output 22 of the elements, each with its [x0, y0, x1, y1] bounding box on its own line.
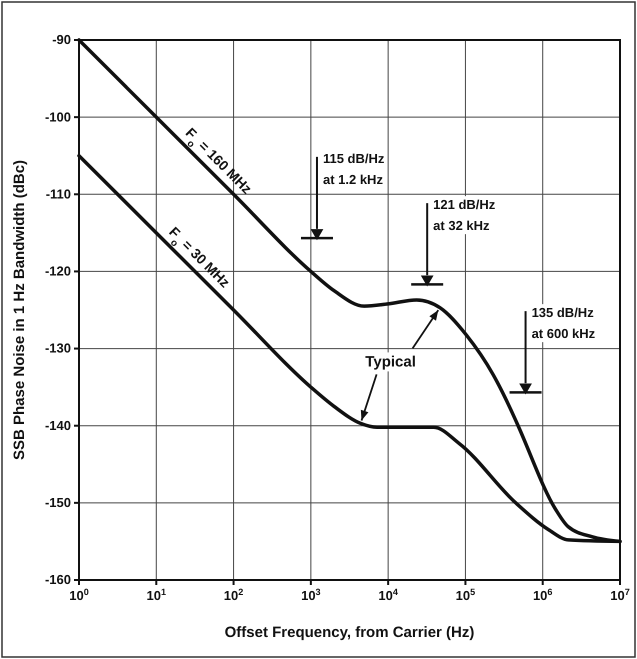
y-tick-label: -120	[44, 264, 71, 279]
x-tick-label: 10$^{4}$	[378, 587, 399, 603]
annotation: 115 dB/Hz at 1.2 kHz	[322, 150, 385, 187]
y-tick-label: -100	[44, 109, 71, 124]
annotation: 135 dB/Hz at 600 kHz	[532, 305, 596, 342]
x-axis-title: Offset Frequency, from Carrier (Hz)	[224, 624, 474, 641]
x-tick-label: 10$^{6}$	[532, 587, 552, 603]
x-tick-label: 10$^{7}$	[610, 587, 630, 603]
y-tick-label: -110	[46, 186, 71, 202]
x-tick-label: 10$^{2}$	[224, 587, 244, 603]
x-tick-label: 10$^{0}$	[69, 587, 89, 603]
y-tick-label: -130	[44, 340, 71, 356]
y-tick-label: -160	[44, 572, 71, 588]
y-axis-title: SSB Phase Noise in 1 Hz Bandwidth (dBc)	[11, 160, 28, 460]
x-tick-label: 10$^{5}$	[456, 587, 476, 603]
annotation: Typical	[365, 353, 416, 370]
x-tick-label: 10$^{1}$	[146, 587, 166, 603]
x-tick-label: 10$^{3}$	[301, 587, 321, 603]
y-tick-label: -140	[44, 418, 71, 433]
y-tick-label: -150	[44, 495, 71, 510]
y-tick-label: -90	[52, 32, 71, 48]
annotation: 121 dB/Hz at 32 kHz	[433, 197, 496, 234]
